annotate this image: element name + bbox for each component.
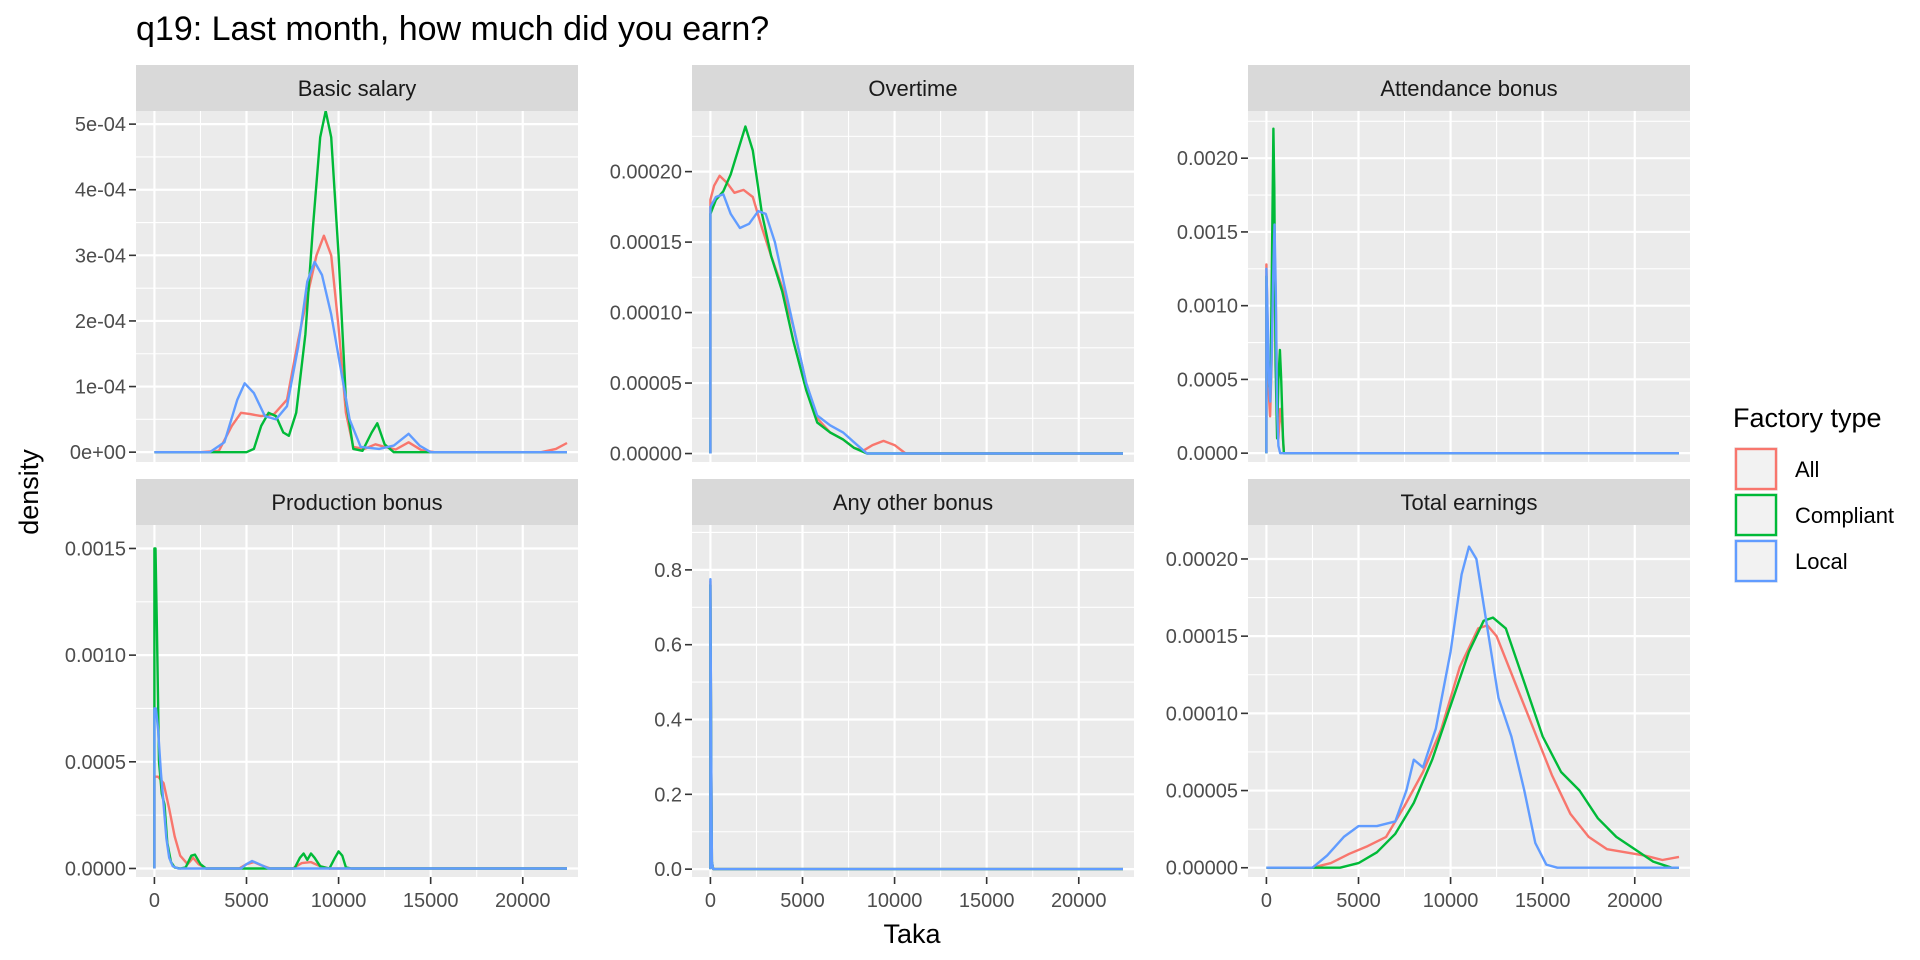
panels: Basic salary 0e+00 1e-04 2e-04 3e-04 4e-04 5e-… bbox=[65, 65, 1690, 912]
panel-total-earnings-background bbox=[1248, 525, 1690, 877]
panel-any-other-bonus-y-tick-label: 0.0 bbox=[654, 859, 682, 881]
panel-attendance-bonus-y-tick-label: 0.0020 bbox=[1177, 148, 1238, 170]
legend-key bbox=[1734, 539, 1778, 583]
panel-production-bonus-y-tick-label: 0.0015 bbox=[65, 538, 126, 560]
x-axis-title: Taka bbox=[883, 919, 941, 949]
panel-any-other-bonus-y-tick-label: 0.2 bbox=[654, 784, 682, 806]
panel-any-other-bonus-strip-label: Any other bonus bbox=[833, 490, 993, 515]
panel-basic-salary-background bbox=[136, 111, 578, 462]
y-axis-title: density bbox=[14, 449, 44, 535]
panel-production-bonus-x-tick-label: 15000 bbox=[403, 890, 459, 912]
panel-attendance-bonus-strip bbox=[1248, 65, 1690, 111]
panel-production-bonus-y-tick-label: 0.0010 bbox=[65, 645, 126, 667]
panel-overtime-y-tick-label: 0.00000 bbox=[610, 444, 682, 466]
panel-total-earnings-y-tick-label: 0.00015 bbox=[1166, 626, 1238, 648]
panel-production-bonus-y-tick-label: 0.0005 bbox=[65, 752, 126, 774]
panel-any-other-bonus-x-tick-label: 15000 bbox=[959, 890, 1015, 912]
panel-production-bonus-background bbox=[136, 525, 578, 877]
panel-overtime-strip bbox=[692, 65, 1134, 111]
panel-basic-salary-strip-label: Basic salary bbox=[298, 76, 417, 101]
panel-production-bonus-series-local bbox=[153, 707, 567, 870]
legend-entry-all: All bbox=[1734, 447, 1819, 491]
panel-attendance-bonus-y-tick-label: 0.0015 bbox=[1177, 222, 1238, 244]
legend-swatch bbox=[1734, 493, 1778, 537]
panel-overtime-series-local bbox=[709, 193, 1123, 455]
legend-key bbox=[1734, 493, 1778, 537]
panel-production-bonus: Production bonus 0.0000 0.0005 0.0010 0.0015… bbox=[65, 479, 578, 912]
panel-basic-salary-strip bbox=[136, 65, 578, 111]
panel-any-other-bonus-y-tick-label: 0.6 bbox=[654, 635, 682, 657]
panel-attendance-bonus-y-tick-label: 0.0010 bbox=[1177, 296, 1238, 318]
panel-attendance-bonus-series-local bbox=[1265, 223, 1679, 455]
panel-basic-salary-y-tick-label: 1e-04 bbox=[75, 377, 126, 399]
panel-basic-salary-y-tick-label: 5e-04 bbox=[75, 114, 126, 136]
panel-any-other-bonus-background bbox=[692, 525, 1134, 877]
legend-entry-local: Local bbox=[1734, 539, 1848, 583]
chart-title: q19: Last month, how much did you earn? bbox=[136, 10, 769, 48]
panel-total-earnings-x-tick-label: 15000 bbox=[1515, 890, 1571, 912]
panel-attendance-bonus-strip-label: Attendance bonus bbox=[1380, 76, 1557, 101]
legend-swatch bbox=[1734, 447, 1778, 491]
panel-production-bonus-strip bbox=[136, 479, 578, 525]
panel-basic-salary-series-all bbox=[154, 234, 568, 454]
panel-any-other-bonus-x-tick-label: 20000 bbox=[1051, 890, 1107, 912]
panel-overtime-y-tick-label: 0.00015 bbox=[610, 232, 682, 254]
panel-total-earnings-series-compliant bbox=[1266, 616, 1679, 869]
panel-any-other-bonus: Any other bonus 0.0 0.2 0.4 0.6 0.8 0 5000 10000… bbox=[654, 479, 1134, 912]
legend-key bbox=[1734, 447, 1778, 491]
panel-overtime-y-tick-label: 0.00005 bbox=[610, 373, 682, 395]
panel-production-bonus-x-tick-label: 5000 bbox=[224, 890, 269, 912]
panel-any-other-bonus-y-tick-label: 0.8 bbox=[654, 560, 682, 582]
panel-total-earnings-y-tick-label: 0.00000 bbox=[1166, 858, 1238, 880]
panel-basic-salary-y-tick-label: 2e-04 bbox=[75, 311, 126, 333]
panel-basic-salary-y-tick-label: 4e-04 bbox=[75, 180, 126, 202]
panel-total-earnings-x-tick-label: 0 bbox=[1261, 890, 1272, 912]
panel-total-earnings-y-tick-label: 0.00010 bbox=[1166, 703, 1238, 725]
panel-overtime: Overtime 0.00000 0.00005 0.00010 0.00015 0.00… bbox=[610, 65, 1134, 466]
legend-entry-compliant: Compliant bbox=[1734, 493, 1894, 537]
legend-title: Factory type bbox=[1733, 403, 1882, 433]
panel-total-earnings-x-tick-label: 5000 bbox=[1336, 890, 1381, 912]
panel-production-bonus-x-tick-label: 10000 bbox=[311, 890, 367, 912]
legend: Factory type All Compliant Local bbox=[1733, 403, 1894, 583]
panel-total-earnings-y-tick-label: 0.00005 bbox=[1166, 781, 1238, 803]
legend-label: All bbox=[1795, 457, 1819, 482]
panel-attendance-bonus-y-tick-label: 0.0005 bbox=[1177, 369, 1238, 391]
legend-label: Compliant bbox=[1795, 503, 1894, 528]
panel-attendance-bonus: Attendance bonus 0.0000 0.0005 0.0010 0.0015… bbox=[1177, 65, 1690, 465]
panel-production-bonus-x-tick-label: 0 bbox=[149, 890, 160, 912]
panel-any-other-bonus-series-local bbox=[709, 578, 1123, 871]
panel-any-other-bonus-x-tick-label: 0 bbox=[705, 890, 716, 912]
panel-attendance-bonus-background bbox=[1248, 111, 1690, 462]
panel-any-other-bonus-y-tick-label: 0.4 bbox=[654, 710, 682, 732]
panel-basic-salary-series-local bbox=[154, 260, 567, 454]
legend-label: Local bbox=[1795, 549, 1848, 574]
panel-basic-salary: Basic salary 0e+00 1e-04 2e-04 3e-04 4e-04 5e-… bbox=[70, 65, 578, 464]
panel-overtime-y-tick-label: 0.00010 bbox=[610, 303, 682, 325]
panel-overtime-y-tick-label: 0.00020 bbox=[610, 162, 682, 184]
panel-production-bonus-strip-label: Production bonus bbox=[271, 490, 442, 515]
panel-attendance-bonus-y-tick-label: 0.0000 bbox=[1177, 443, 1238, 465]
panel-basic-salary-y-tick-label: 3e-04 bbox=[75, 245, 126, 267]
panel-total-earnings-strip bbox=[1248, 479, 1690, 525]
panel-overtime-strip-label: Overtime bbox=[868, 76, 957, 101]
panel-total-earnings-x-tick-label: 10000 bbox=[1423, 890, 1479, 912]
legend-swatch bbox=[1734, 539, 1778, 583]
panel-production-bonus-x-tick-label: 20000 bbox=[495, 890, 551, 912]
panel-total-earnings-strip-label: Total earnings bbox=[1401, 490, 1538, 515]
panel-overtime-series-compliant bbox=[709, 125, 1123, 455]
panel-any-other-bonus-strip bbox=[692, 479, 1134, 525]
panel-basic-salary-y-tick-label: 0e+00 bbox=[70, 442, 126, 464]
panel-any-other-bonus-x-tick-label: 10000 bbox=[867, 890, 923, 912]
panel-total-earnings: Total earnings 0.00000 0.00005 0.00010 0.000… bbox=[1166, 479, 1690, 912]
panel-total-earnings-y-tick-label: 0.00020 bbox=[1166, 549, 1238, 571]
panel-any-other-bonus-x-tick-label: 5000 bbox=[780, 890, 825, 912]
panel-production-bonus-y-tick-label: 0.0000 bbox=[65, 858, 126, 880]
panel-total-earnings-series-local bbox=[1266, 545, 1679, 869]
panel-overtime-background bbox=[692, 111, 1134, 462]
panel-total-earnings-x-tick-label: 20000 bbox=[1607, 890, 1663, 912]
